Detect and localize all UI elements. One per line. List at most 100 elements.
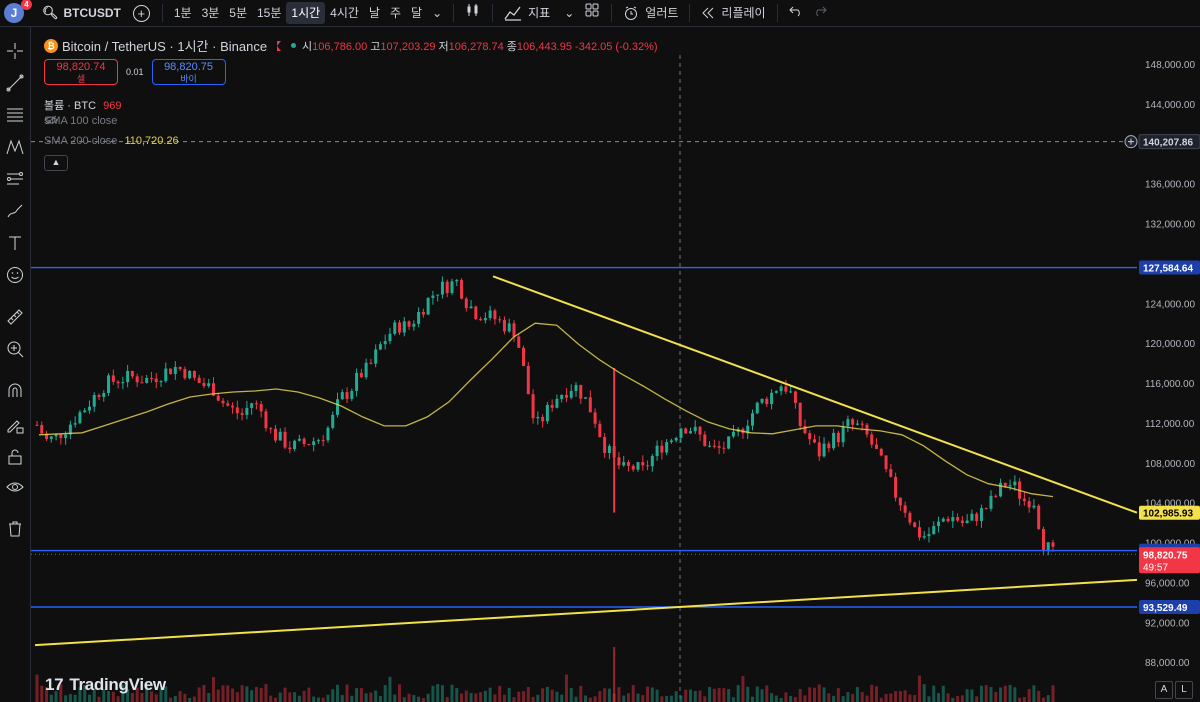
volume-bar: [331, 689, 335, 702]
candle-body: [851, 419, 855, 425]
volume-bar: [97, 696, 101, 702]
buy-button[interactable]: 98,820.75 바이: [151, 59, 226, 85]
volume-bar: [860, 692, 864, 702]
interval-4[interactable]: 1시간: [286, 2, 326, 24]
volume-bar: [722, 688, 726, 702]
volume-bar: [808, 687, 812, 702]
volume-bar: [307, 687, 311, 702]
interval-5[interactable]: 4시간: [330, 6, 359, 20]
candle-body: [235, 407, 239, 414]
divider: [161, 4, 163, 22]
prediction-icon[interactable]: [3, 167, 27, 191]
symbol-search[interactable]: 🔍︎ BTCUSDT: [42, 5, 121, 21]
volume-bar: [431, 685, 435, 702]
sell-button[interactable]: 98,820.74 셀: [44, 59, 118, 85]
candle-body: [498, 319, 502, 321]
interval-1[interactable]: 3분: [201, 6, 220, 20]
interval-dropdown-chevron-icon[interactable]: ⌄: [432, 6, 443, 20]
auto-scale-button[interactable]: A: [1155, 681, 1173, 699]
volume-bar: [1046, 695, 1050, 702]
candle-body: [431, 295, 435, 298]
candle-body: [178, 366, 182, 370]
compare-symbol-plus-icon[interactable]: +: [132, 4, 150, 22]
layouts-grid-icon[interactable]: [579, 2, 605, 24]
interval-3[interactable]: 15분: [257, 6, 282, 20]
volume-bar: [965, 689, 969, 702]
sma200-indicator[interactable]: SMA 200 close 110,720.26: [44, 135, 179, 147]
replay-button[interactable]: 리플레이: [696, 2, 770, 24]
redo-icon[interactable]: [808, 2, 832, 24]
volume-bar: [688, 689, 692, 702]
interval-2[interactable]: 5분: [229, 6, 247, 20]
volume-label: 볼륨 · BTC: [44, 100, 97, 112]
candle-body: [402, 321, 406, 333]
candle-body: [698, 426, 702, 435]
emoji-icon[interactable]: [3, 263, 27, 287]
lock-drawing-pencil-icon[interactable]: [3, 413, 27, 437]
ruler-icon[interactable]: [3, 305, 27, 329]
volume-bar: [894, 691, 898, 702]
candle-body: [159, 381, 163, 383]
candle-body: [507, 323, 511, 332]
volume-bar: [73, 694, 77, 702]
volume-bar: [340, 695, 344, 702]
candle-style-icon[interactable]: [460, 2, 486, 24]
volume-bar: [417, 696, 421, 702]
magnet-icon[interactable]: [3, 379, 27, 403]
chart-pane[interactable]: 148,000.00144,000.00140,000.00136,000.00…: [31, 27, 1200, 702]
interval-0[interactable]: 1분: [173, 6, 192, 20]
candle-body: [388, 333, 392, 342]
candle-body: [273, 428, 277, 441]
trend-line-icon[interactable]: [3, 71, 27, 95]
candle-body: [922, 536, 926, 538]
volume-bar: [665, 695, 669, 702]
crosshair-icon[interactable]: [3, 39, 27, 63]
interval-7[interactable]: 주: [389, 6, 402, 20]
text-icon[interactable]: [3, 231, 27, 255]
volume-bar: [674, 691, 678, 702]
volume-bar: [550, 689, 554, 702]
volume-bar: [426, 693, 430, 702]
candle-body: [364, 362, 368, 378]
interval-6[interactable]: 날: [368, 6, 380, 20]
volume-bar: [1003, 685, 1007, 702]
candle-body: [1008, 485, 1012, 487]
volume-bar: [302, 690, 306, 702]
volume-bar: [1037, 690, 1041, 702]
pattern-icon[interactable]: [3, 135, 27, 159]
indicators-button[interactable]: 지표: [499, 2, 555, 24]
sma100-indicator[interactable]: SMA 100 close: [44, 115, 123, 127]
volume-indicator[interactable]: 볼륨 · BTC 969: [44, 97, 121, 113]
trash-icon[interactable]: [3, 517, 27, 541]
collapse-legend-chevron-icon[interactable]: ▲: [44, 155, 68, 171]
eye-icon[interactable]: [3, 475, 27, 499]
undo-icon[interactable]: [784, 2, 808, 24]
candle-body: [870, 434, 874, 445]
volume-bar: [359, 688, 363, 702]
volume-bar: [908, 694, 912, 702]
volume-bar: [474, 693, 478, 702]
volume-bar: [917, 675, 921, 702]
candle-body: [641, 462, 645, 466]
indicators-chevron-icon[interactable]: ⌄: [564, 6, 575, 20]
lock-icon[interactable]: [3, 445, 27, 469]
price-tick-label: 132,000.00: [1145, 220, 1195, 231]
drawing-toolbar: [0, 27, 31, 702]
price-chart[interactable]: 148,000.00144,000.00140,000.00136,000.00…: [31, 27, 1200, 702]
candle-body: [64, 434, 68, 439]
fib-retracement-icon[interactable]: [3, 103, 27, 127]
user-avatar[interactable]: J 4: [4, 0, 32, 23]
flag-icon[interactable]: [277, 40, 282, 51]
alert-button[interactable]: 얼러트: [618, 2, 683, 24]
volume-bar: [59, 684, 63, 702]
candle-body: [908, 512, 912, 523]
candle-body: [817, 442, 821, 457]
volume-bar: [979, 685, 983, 702]
brush-icon[interactable]: [3, 199, 27, 223]
log-scale-button[interactable]: L: [1175, 681, 1193, 699]
candle-body: [889, 469, 893, 477]
zoom-in-icon[interactable]: [3, 337, 27, 361]
volume-bar: [316, 697, 320, 702]
interval-8[interactable]: 달: [411, 6, 423, 20]
candle-body: [808, 433, 812, 440]
